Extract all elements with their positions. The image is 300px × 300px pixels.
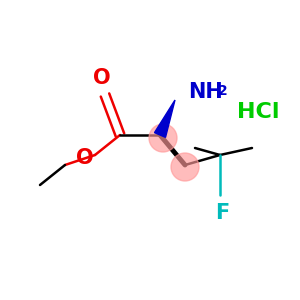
Circle shape — [149, 124, 177, 152]
Text: O: O — [76, 148, 94, 168]
Text: 2: 2 — [218, 84, 228, 98]
Text: HCl: HCl — [237, 102, 279, 122]
Text: NH: NH — [188, 82, 223, 102]
Text: F: F — [215, 203, 229, 223]
Polygon shape — [154, 100, 175, 137]
Circle shape — [171, 153, 199, 181]
Text: O: O — [93, 68, 111, 88]
